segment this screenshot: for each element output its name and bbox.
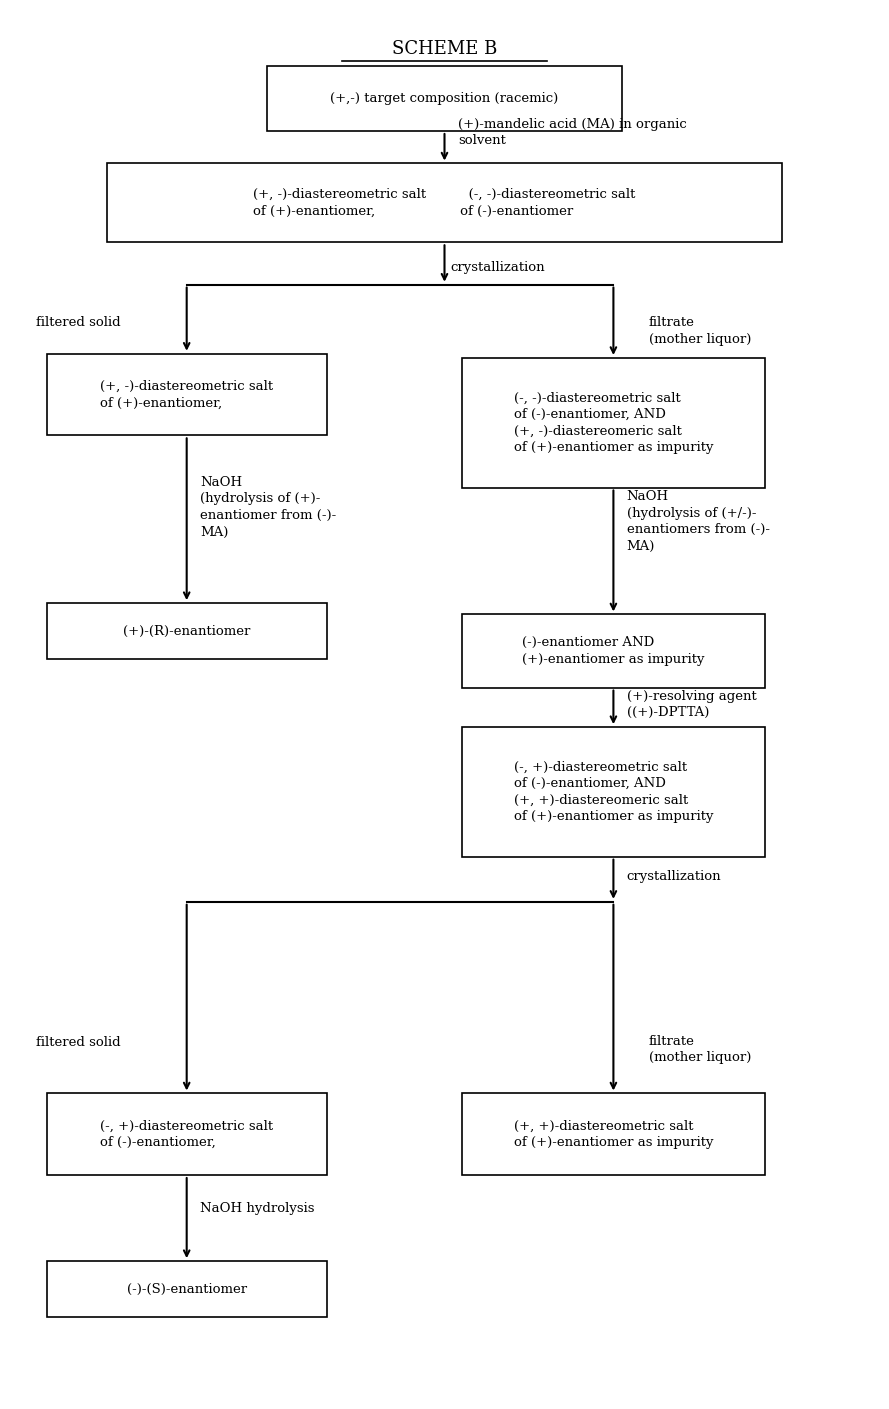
Text: NaOH
(hydrolysis of (+/-)-
enantiomers from (-)-
MA): NaOH (hydrolysis of (+/-)- enantiomers f… — [627, 490, 770, 552]
Text: (+, -)-diastereometric salt          (-, -)-diastereometric salt
of (+)-enantiom: (+, -)-diastereometric salt (-, -)-diast… — [253, 189, 636, 217]
FancyBboxPatch shape — [462, 727, 765, 857]
Text: (+)-resolving agent
((+)-DPTTA): (+)-resolving agent ((+)-DPTTA) — [627, 690, 757, 719]
FancyBboxPatch shape — [267, 66, 622, 131]
Text: crystallization: crystallization — [627, 869, 721, 883]
Text: NaOH
(hydrolysis of (+)-
enantiomer from (-)-
MA): NaOH (hydrolysis of (+)- enantiomer from… — [200, 476, 336, 538]
FancyBboxPatch shape — [46, 354, 327, 435]
Text: filtrate
(mother liquor): filtrate (mother liquor) — [649, 317, 751, 345]
Text: SCHEME B: SCHEME B — [392, 41, 497, 58]
Text: (+)-mandelic acid (MA) in organic
solvent: (+)-mandelic acid (MA) in organic solven… — [458, 118, 686, 147]
Text: (-, -)-diastereometric salt
of (-)-enantiomer, AND
(+, -)-diastereomeric salt
of: (-, -)-diastereometric salt of (-)-enant… — [514, 392, 713, 454]
Text: (-, +)-diastereometric salt
of (-)-enantiomer, AND
(+, +)-diastereomeric salt
of: (-, +)-diastereometric salt of (-)-enant… — [514, 761, 713, 823]
Text: (+, +)-diastereometric salt
of (+)-enantiomer as impurity: (+, +)-diastereometric salt of (+)-enant… — [514, 1120, 713, 1148]
Text: (+,-) target composition (racemic): (+,-) target composition (racemic) — [331, 92, 558, 106]
Text: crystallization: crystallization — [451, 261, 545, 275]
Text: NaOH hydrolysis: NaOH hydrolysis — [200, 1202, 315, 1216]
Text: (-)-(S)-enantiomer: (-)-(S)-enantiomer — [126, 1282, 247, 1296]
FancyBboxPatch shape — [462, 358, 765, 488]
FancyBboxPatch shape — [107, 163, 782, 242]
Text: filtered solid: filtered solid — [36, 1036, 120, 1050]
Text: (+, -)-diastereometric salt
of (+)-enantiomer,: (+, -)-diastereometric salt of (+)-enant… — [100, 380, 273, 409]
Text: (+)-(R)-enantiomer: (+)-(R)-enantiomer — [123, 624, 251, 638]
FancyBboxPatch shape — [46, 1093, 327, 1175]
FancyBboxPatch shape — [462, 614, 765, 688]
FancyBboxPatch shape — [462, 1093, 765, 1175]
FancyBboxPatch shape — [46, 603, 327, 659]
Text: filtrate
(mother liquor): filtrate (mother liquor) — [649, 1036, 751, 1064]
Text: (-, +)-diastereometric salt
of (-)-enantiomer,: (-, +)-diastereometric salt of (-)-enant… — [100, 1120, 273, 1148]
Text: filtered solid: filtered solid — [36, 316, 120, 330]
FancyBboxPatch shape — [46, 1261, 327, 1317]
Text: (-)-enantiomer AND
(+)-enantiomer as impurity: (-)-enantiomer AND (+)-enantiomer as imp… — [522, 637, 705, 665]
